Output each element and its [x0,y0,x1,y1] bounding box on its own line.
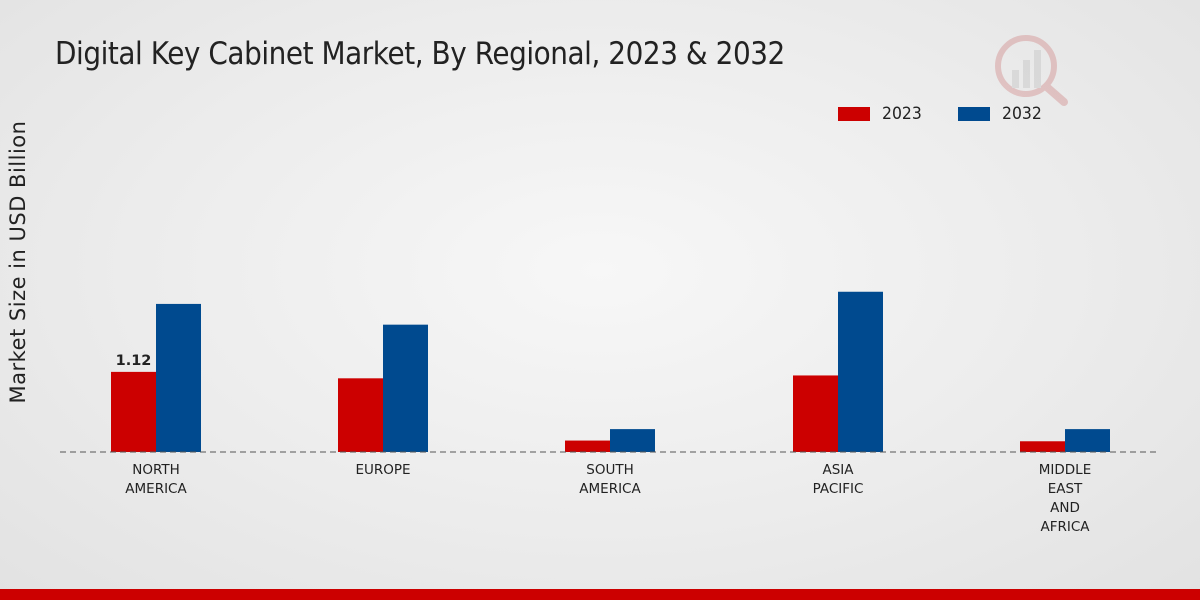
x-tick-label-line: MIDDLE [1039,462,1091,478]
x-tick-label-line: AFRICA [1040,519,1090,535]
x-tick-label-line: PACIFIC [813,481,864,497]
bar-2032-4 [1065,429,1110,452]
legend-label-2032: 2032 [1002,104,1042,124]
x-tick-label-line: ASIA [822,462,854,478]
legend-swatch-2023 [838,107,870,121]
bar-2032-2 [610,429,655,452]
bar-2023-4 [1020,441,1065,452]
x-tick-label-0: NORTH AMERICA [125,462,187,497]
bar-2032-1 [383,324,428,452]
x-tick-label-line: AMERICA [579,481,641,497]
x-tick-label-line: SOUTH [586,462,633,478]
x-tick-label-3: ASIA PACIFIC [813,462,864,497]
x-tick-label-line: NORTH [132,462,180,478]
chart-title: Digital Key Cabinet Market, By Regional,… [55,36,785,72]
legend-swatch-2032 [958,107,990,121]
x-tick-label-2: SOUTH AMERICA [579,462,641,497]
x-tick-label-4: MIDDLE EAST AND AFRICA [1039,462,1091,535]
bar-2023-0 [111,371,156,452]
bottom-accent-bar [0,589,1200,600]
bar-2032-3 [838,291,883,452]
x-tick-label-line: EAST [1048,481,1083,497]
x-tick-label-line: AND [1050,500,1080,516]
legend-item-2023: 2023 [838,104,925,124]
x-tick-label-1: EUROPE [355,462,410,478]
brand-logo-icon [995,35,1068,106]
x-tick-label-line: AMERICA [125,481,187,497]
data-label-0: 1.12 [116,353,152,369]
legend-label-2023: 2023 [882,104,922,124]
bar-2023-1 [338,378,383,452]
legend-item-2032: 2032 [958,104,1045,124]
bar-2023-2 [565,440,610,452]
x-tick-label-line: EUROPE [355,462,410,478]
bar-2023-3 [793,375,838,452]
bar-2032-0 [156,303,201,452]
